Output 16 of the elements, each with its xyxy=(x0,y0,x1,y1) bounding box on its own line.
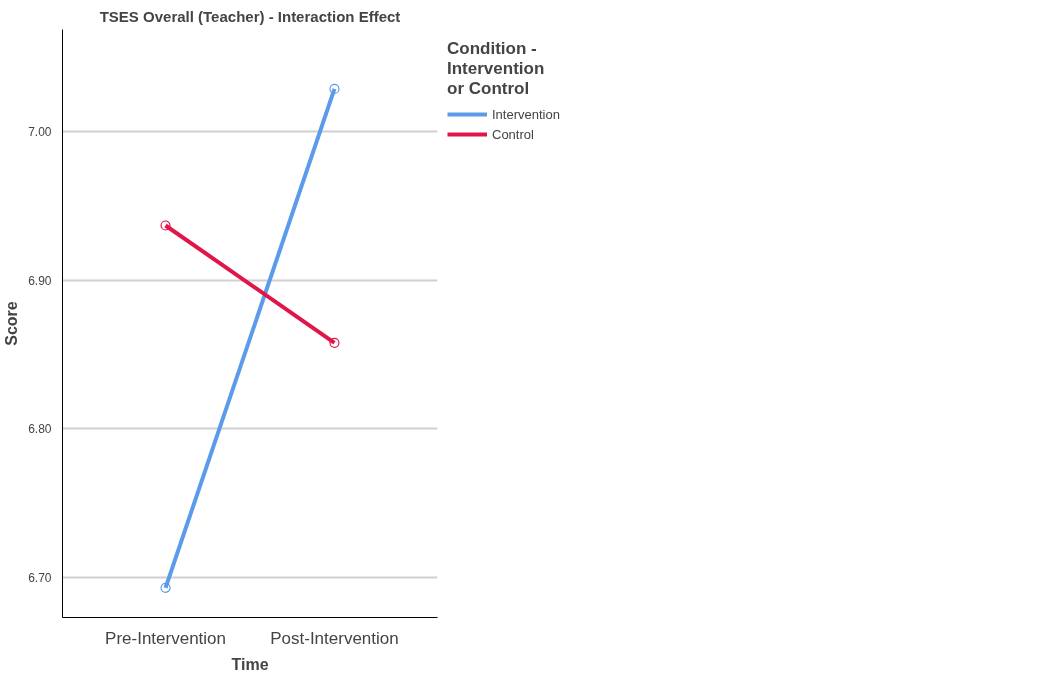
y-tick-label: 6.80 xyxy=(28,422,52,437)
point xyxy=(160,582,171,593)
point xyxy=(329,337,340,348)
point xyxy=(329,83,340,94)
legend-title: Condition - Intervention or Control xyxy=(447,39,546,99)
y-tick-label: 6.90 xyxy=(28,273,52,288)
legend-label: Control xyxy=(492,126,534,142)
y-axis-title: Score xyxy=(3,301,21,346)
y-tick-label: 7.00 xyxy=(28,125,52,140)
x-tick-label: Post-Intervention xyxy=(270,628,399,648)
chart-title: TSES Overall (Teacher) - Interaction Effect xyxy=(99,7,401,25)
x-axis-title: Time xyxy=(231,655,269,673)
point xyxy=(160,220,171,231)
x-tick-label: Pre-Intervention xyxy=(105,628,227,648)
y-tick-label: 6.70 xyxy=(28,570,52,585)
legend-label: Intervention xyxy=(492,106,560,122)
